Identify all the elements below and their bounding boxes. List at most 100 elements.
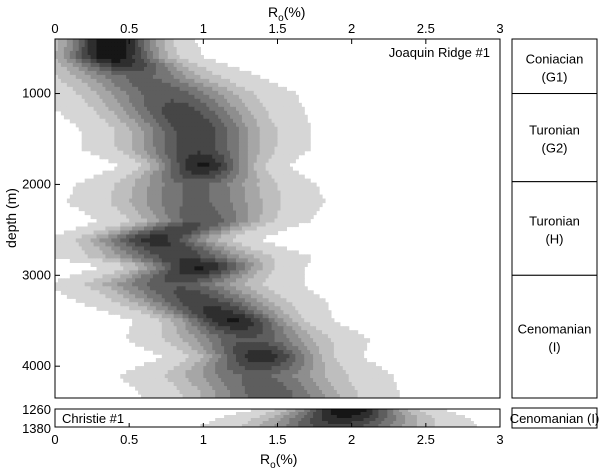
density-cell (310, 210, 314, 216)
density-cell (200, 94, 204, 100)
density-cell (268, 146, 273, 152)
density-cell (129, 274, 133, 279)
density-cell (286, 166, 290, 172)
density-cell (221, 174, 225, 180)
density-cell (268, 170, 273, 176)
density-cell (170, 298, 175, 303)
density-cell (117, 158, 121, 164)
density-cell (120, 166, 124, 172)
density-cell (99, 246, 104, 252)
density-cell (105, 258, 109, 263)
density-cell (227, 158, 231, 164)
density-cell (105, 138, 109, 144)
density-cell (271, 86, 276, 92)
density-cell (182, 234, 187, 240)
density-cell (141, 54, 145, 60)
density-cell (66, 62, 71, 68)
density-cell (194, 274, 198, 279)
density-cell (123, 42, 127, 48)
density-cell (259, 82, 264, 88)
density-cell (277, 86, 282, 92)
density-cell (250, 154, 255, 160)
density-cell (212, 178, 216, 184)
density-cell (129, 86, 133, 92)
density-cell (149, 222, 154, 228)
density-cell (271, 298, 276, 303)
density-cell (72, 39, 77, 44)
density-cell (120, 162, 124, 168)
density-cell (158, 222, 163, 228)
density-cell (141, 50, 145, 56)
density-cell (277, 258, 282, 263)
density-cell (120, 86, 124, 92)
density-cell (81, 282, 86, 287)
density-cell (271, 94, 276, 100)
density-cell (69, 234, 74, 240)
density-cell (227, 274, 231, 279)
density-cell (167, 130, 172, 136)
density-cell (78, 298, 83, 303)
density-cell (209, 302, 213, 307)
density-cell (215, 62, 219, 68)
density-cell (135, 234, 139, 240)
density-cell (182, 170, 187, 176)
density-cell (274, 174, 279, 180)
density-cell (146, 158, 151, 164)
density-cell (164, 302, 169, 307)
density-cell (63, 42, 68, 48)
density-cell (126, 306, 130, 311)
density-cell (167, 90, 172, 96)
density-cell (146, 54, 151, 60)
density-cell (259, 210, 264, 216)
density-cell (158, 50, 163, 56)
density-cell (307, 146, 311, 152)
density-cell (99, 230, 104, 236)
density-cell (120, 254, 124, 259)
density-cell (283, 286, 287, 291)
density-cell (235, 66, 240, 72)
density-cell (129, 214, 133, 220)
density-cell (81, 298, 86, 303)
density-cell (283, 218, 287, 224)
density-cell (179, 222, 184, 228)
density-cell (227, 110, 231, 116)
density-cell (221, 62, 225, 68)
density-cell (176, 78, 181, 84)
density-cell (256, 86, 261, 92)
density-cell (274, 194, 279, 200)
density-cell (298, 114, 302, 120)
density-cell (152, 126, 157, 132)
density-cell (194, 42, 198, 48)
density-cell (96, 82, 101, 88)
density-cell (117, 234, 121, 240)
density-cell (206, 258, 210, 263)
density-cell (185, 90, 190, 96)
density-cell (206, 282, 210, 287)
density-cell (259, 178, 264, 184)
density-cell (96, 230, 101, 236)
density-cell (188, 290, 193, 295)
density-cell (230, 94, 234, 100)
density-cell (259, 170, 264, 176)
density-cell (221, 250, 225, 255)
density-cell (280, 118, 285, 124)
density-cell (277, 250, 282, 255)
density-cell (93, 62, 98, 68)
density-cell (191, 50, 196, 56)
density-cell (206, 254, 210, 259)
density-cell (152, 226, 157, 232)
density-cell (155, 54, 160, 60)
density-cell (96, 94, 101, 100)
density-cell (259, 290, 264, 295)
density-cell (310, 294, 314, 299)
density-cell (102, 146, 107, 152)
density-cell (161, 302, 166, 307)
density-cell (289, 150, 293, 156)
density-cell (227, 106, 231, 112)
density-cell (235, 254, 240, 259)
density-cell (247, 86, 252, 92)
density-cell (188, 302, 193, 307)
density-cell (259, 142, 264, 148)
density-cell (295, 118, 299, 124)
density-cell (123, 46, 127, 52)
